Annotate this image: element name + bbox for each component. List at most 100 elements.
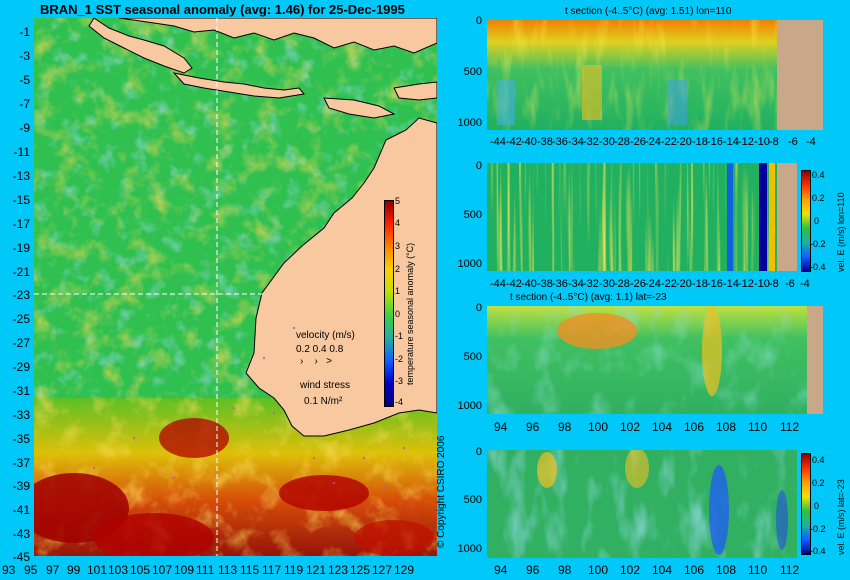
velocity-arrows-icon: › › > <box>300 356 332 367</box>
map-ytick: -15 <box>12 193 30 207</box>
map-xtick: 99 <box>67 563 81 577</box>
map-xtick: 93 <box>2 563 16 577</box>
vel-lat-cbar-tick: 0.2 <box>812 478 825 488</box>
panel2-xtick: -40 <box>521 278 537 290</box>
map-ytick: -37 <box>12 456 30 470</box>
panel2-xtick: -12 <box>738 278 754 290</box>
panel3-ytick: 0 <box>475 302 482 314</box>
panel4-xtick: 102 <box>620 563 641 577</box>
panel1-xtick: -18 <box>692 136 708 148</box>
map-cbar-tick: 5 <box>395 196 401 206</box>
map-xtick: 107 <box>152 563 173 577</box>
map-cbar-tick: -2 <box>395 354 404 364</box>
vel-lon-colorbar-label: vel. E (m/s) lon=110 <box>836 192 846 272</box>
panel4-xtick: 108 <box>716 563 737 577</box>
panel1-xtick: -24 <box>645 136 661 148</box>
panel2-xtick: -20 <box>676 278 692 290</box>
panel2-xtick: -30 <box>599 278 615 290</box>
map-ytick: -31 <box>12 384 30 398</box>
map-ytick: -21 <box>12 265 30 279</box>
map-xtick: 123 <box>328 563 349 577</box>
panel1-xtick: -42 <box>506 136 522 148</box>
map-ytick: -45 <box>12 550 30 564</box>
panel1-xtick: -28 <box>614 136 630 148</box>
panel1-xtick: -34 <box>568 136 584 148</box>
panel1-xtick: -4 <box>806 136 816 148</box>
panel2-xtick: -32 <box>583 278 599 290</box>
panel4-xtick: 98 <box>558 563 572 577</box>
copyright-text: © Copyright CSIRO 2006 <box>436 435 447 548</box>
vel-lon-cbar-tick: 0.4 <box>812 170 825 180</box>
vel-lat-colorbar-label: vel. E (m/s) lat=-23 <box>836 479 846 555</box>
panel2-xtick: -36 <box>552 278 568 290</box>
chart-title: BRAN_1 SST seasonal anomaly (avg: 1.46) … <box>40 2 405 17</box>
panel3-ytick: 500 <box>463 351 482 363</box>
map-ytick: -27 <box>12 336 30 350</box>
map-ytick: -41 <box>12 503 30 517</box>
map-xtick: 105 <box>130 563 151 577</box>
panel3-xtick: 100 <box>588 420 609 434</box>
panel1-ytick: 1000 <box>457 117 482 129</box>
map-cbar-tick: 2 <box>395 264 401 274</box>
panel2-xtick: -34 <box>568 278 584 290</box>
vel-lon-cbar-tick: 0.2 <box>812 193 825 203</box>
map-cbar-tick: -1 <box>395 331 404 341</box>
panel1-xtick: -38 <box>537 136 553 148</box>
panel4-xtick: 94 <box>494 563 508 577</box>
panel2-xtick: -28 <box>614 278 630 290</box>
map-xtick: 111 <box>196 563 215 577</box>
panel1-xtick: -14 <box>723 136 739 148</box>
wind-legend-value: 0.1 N/m² <box>304 396 343 407</box>
panel1-xtick: -12 <box>738 136 754 148</box>
vel-lon-cbar-tick: -0.4 <box>810 262 826 272</box>
panel4-xtick: 112 <box>780 563 800 577</box>
panel1-title: t section (-4..5°C) (avg: 1.51) lon=110 <box>565 6 732 17</box>
panel1-xtick: -20 <box>676 136 692 148</box>
panel4-xtick: 96 <box>526 563 540 577</box>
panel2-xtick: -16 <box>707 278 723 290</box>
map-xtick: 113 <box>218 563 238 577</box>
panel1-xtick: -22 <box>661 136 677 148</box>
vel-lat-cbar-tick: -0.2 <box>810 524 826 534</box>
map-cbar-tick: 4 <box>395 218 401 228</box>
map-ytick: -29 <box>12 360 30 374</box>
panel1-xtick: -26 <box>630 136 646 148</box>
map-ytick: -23 <box>12 288 30 302</box>
map-cbar-tick: -4 <box>395 397 404 407</box>
map-ytick: -33 <box>12 408 30 422</box>
vel-lon-colorbar <box>801 170 811 272</box>
map-ytick: -9 <box>19 121 30 135</box>
map-xtick: 103 <box>108 563 129 577</box>
vel-lat-cbar-tick: 0.4 <box>812 455 825 465</box>
map-ytick: -35 <box>12 432 30 446</box>
t-section-lon-plot <box>487 20 823 130</box>
panel2-xtick: -14 <box>723 278 739 290</box>
panel1-xtick: -40 <box>521 136 537 148</box>
panel3-xtick: 104 <box>652 420 673 434</box>
panel1-xtick: -16 <box>707 136 723 148</box>
panel2-xtick: -10 <box>754 278 770 290</box>
panel3-xtick: 110 <box>748 420 768 434</box>
map-ytick: -25 <box>12 312 30 326</box>
panel3-xtick: 96 <box>526 420 540 434</box>
map-xtick: 125 <box>350 563 371 577</box>
map-xtick: 97 <box>46 563 60 577</box>
map-colorbar <box>384 200 394 407</box>
panel3-ytick: 1000 <box>457 400 482 412</box>
panel2-ytick: 500 <box>463 209 482 221</box>
map-ytick: -5 <box>19 73 30 87</box>
panel2-xtick: -24 <box>645 278 661 290</box>
panel1-xtick: -6 <box>788 136 798 148</box>
panel1-xtick: -8 <box>769 136 779 148</box>
panel3-xtick: 106 <box>684 420 705 434</box>
vel-section-lon-plot <box>487 163 797 271</box>
panel1-xtick: -32 <box>583 136 599 148</box>
map-ytick: -39 <box>12 479 30 493</box>
panel2-xtick: -42 <box>506 278 522 290</box>
panel4-xtick: 106 <box>684 563 705 577</box>
wind-legend-title: wind stress <box>300 380 351 391</box>
map-ytick: -19 <box>12 241 30 255</box>
map-xtick: 127 <box>372 563 393 577</box>
panel2-xtick: -8 <box>769 278 779 290</box>
panel1-ytick: 500 <box>463 66 482 78</box>
